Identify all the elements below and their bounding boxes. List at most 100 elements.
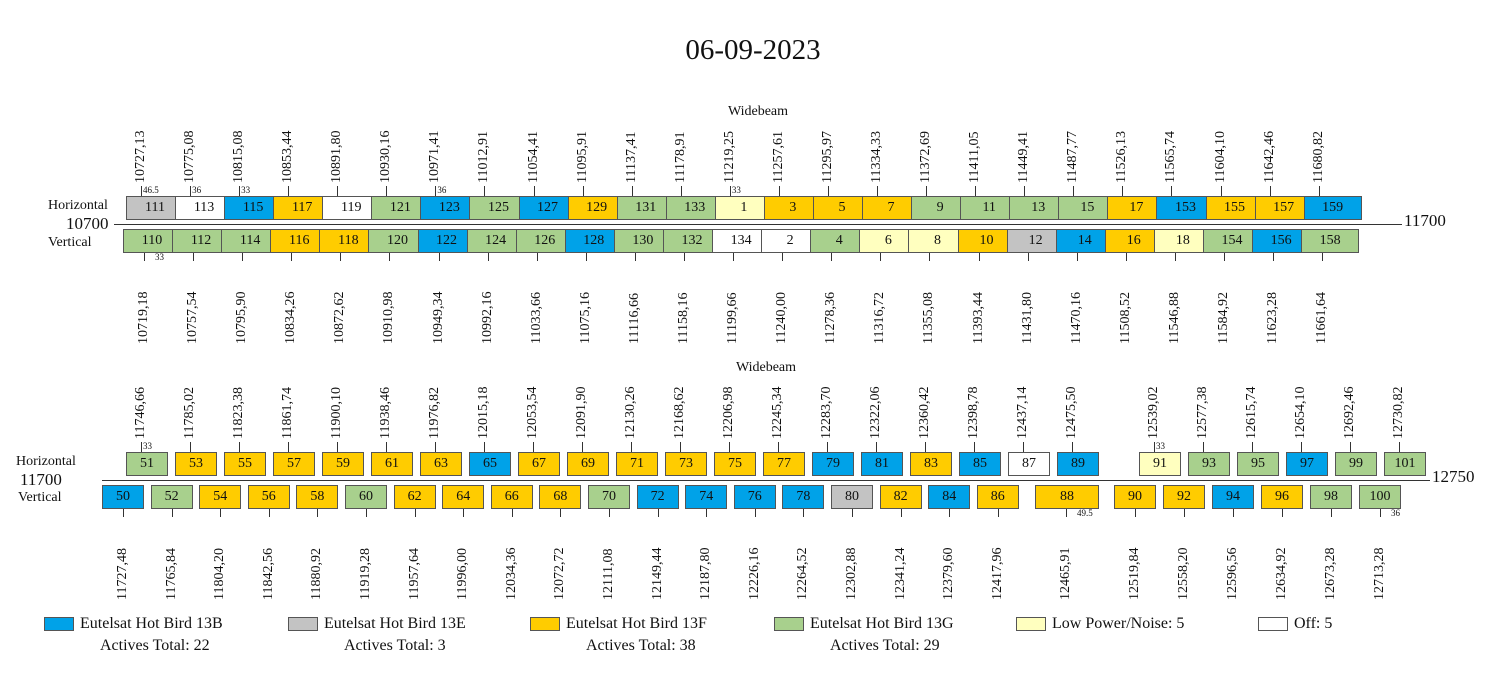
transponder-h-91[interactable]: 91 [1139, 452, 1181, 476]
transponder-h-15[interactable]: 15 [1058, 196, 1117, 220]
transponder-v-84[interactable]: 84 [928, 485, 971, 509]
transponder-v-66[interactable]: 66 [490, 485, 533, 509]
transponder-v-62[interactable]: 62 [393, 485, 436, 509]
transponder-v-114[interactable]: 114 [221, 229, 280, 253]
transponder-h-61[interactable]: 61 [371, 452, 413, 476]
transponder-h-155[interactable]: 155 [1205, 196, 1264, 220]
transponder-h-9[interactable]: 9 [911, 196, 970, 220]
transponder-v-58[interactable]: 58 [296, 485, 339, 509]
symbol-rate: 33 [241, 185, 251, 195]
transponder-v-118[interactable]: 118 [319, 229, 378, 253]
transponder-v-50[interactable]: 50 [102, 485, 144, 509]
transponder-v-68[interactable]: 68 [539, 485, 582, 509]
transponder-v-56[interactable]: 56 [247, 485, 290, 509]
transponder-h-99[interactable]: 99 [1335, 452, 1377, 476]
transponder-h-11[interactable]: 11 [960, 196, 1019, 220]
transponder-h-101[interactable]: 101 [1384, 452, 1426, 476]
transponder-v-18[interactable]: 18 [1153, 229, 1212, 253]
transponder-h-159[interactable]: 159 [1303, 196, 1362, 220]
transponder-h-59[interactable]: 59 [322, 452, 364, 476]
transponder-v-120[interactable]: 120 [368, 229, 427, 253]
transponder-h-125[interactable]: 125 [469, 196, 528, 220]
transponder-v-54[interactable]: 54 [199, 485, 242, 509]
transponder-h-7[interactable]: 7 [862, 196, 921, 220]
transponder-v-100[interactable]: 100 [1359, 485, 1401, 509]
transponder-h-97[interactable]: 97 [1286, 452, 1328, 476]
transponder-h-75[interactable]: 75 [714, 452, 756, 476]
transponder-v-122[interactable]: 122 [417, 229, 476, 253]
transponder-h-81[interactable]: 81 [861, 452, 903, 476]
transponder-v-6[interactable]: 6 [859, 229, 918, 253]
tick [435, 186, 437, 196]
transponder-h-117[interactable]: 117 [273, 196, 332, 220]
transponder-v-98[interactable]: 98 [1310, 485, 1352, 509]
transponder-v-88[interactable]: 88 [1035, 485, 1099, 509]
transponder-v-158[interactable]: 158 [1301, 229, 1360, 253]
transponder-v-126[interactable]: 126 [515, 229, 574, 253]
transponder-v-110[interactable]: 110 [123, 229, 181, 253]
transponder-v-64[interactable]: 64 [442, 485, 485, 509]
transponder-v-72[interactable]: 72 [636, 485, 679, 509]
transponder-h-127[interactable]: 127 [518, 196, 577, 220]
transponder-h-133[interactable]: 133 [665, 196, 724, 220]
transponder-h-131[interactable]: 131 [616, 196, 675, 220]
transponder-h-111[interactable]: 111 [126, 196, 184, 220]
transponder-h-1[interactable]: 1 [714, 196, 773, 220]
transponder-v-92[interactable]: 92 [1163, 485, 1205, 509]
transponder-h-83[interactable]: 83 [910, 452, 952, 476]
transponder-h-87[interactable]: 87 [1008, 452, 1050, 476]
transponder-h-77[interactable]: 77 [763, 452, 805, 476]
transponder-h-13[interactable]: 13 [1009, 196, 1068, 220]
transponder-h-95[interactable]: 95 [1237, 452, 1279, 476]
transponder-h-115[interactable]: 115 [224, 196, 283, 220]
transponder-v-86[interactable]: 86 [976, 485, 1019, 509]
transponder-h-157[interactable]: 157 [1254, 196, 1313, 220]
transponder-v-14[interactable]: 14 [1055, 229, 1114, 253]
transponder-h-121[interactable]: 121 [371, 196, 430, 220]
transponder-h-57[interactable]: 57 [273, 452, 315, 476]
transponder-h-3[interactable]: 3 [763, 196, 822, 220]
transponder-h-93[interactable]: 93 [1188, 452, 1230, 476]
transponder-h-55[interactable]: 55 [224, 452, 266, 476]
transponder-v-82[interactable]: 82 [879, 485, 922, 509]
transponder-h-79[interactable]: 79 [812, 452, 854, 476]
transponder-v-154[interactable]: 154 [1202, 229, 1261, 253]
transponder-v-96[interactable]: 96 [1261, 485, 1303, 509]
transponder-h-89[interactable]: 89 [1057, 452, 1099, 476]
freq-label: 12692,46 [1342, 359, 1357, 440]
transponder-v-134[interactable]: 134 [712, 229, 771, 253]
transponder-v-132[interactable]: 132 [662, 229, 721, 253]
transponder-v-16[interactable]: 16 [1104, 229, 1163, 253]
tick [1220, 186, 1222, 196]
transponder-h-73[interactable]: 73 [665, 452, 707, 476]
transponder-v-8[interactable]: 8 [908, 229, 967, 253]
transponder-h-119[interactable]: 119 [322, 196, 381, 220]
transponder-v-60[interactable]: 60 [345, 485, 387, 509]
transponder-h-65[interactable]: 65 [469, 452, 511, 476]
transponder-v-78[interactable]: 78 [782, 485, 825, 509]
transponder-h-123[interactable]: 123 [420, 196, 479, 220]
transponder-v-80[interactable]: 80 [831, 485, 873, 509]
transponder-h-129[interactable]: 129 [567, 196, 626, 220]
transponder-v-70[interactable]: 70 [588, 485, 630, 509]
transponder-v-90[interactable]: 90 [1114, 485, 1156, 509]
transponder-h-71[interactable]: 71 [616, 452, 658, 476]
transponder-h-67[interactable]: 67 [518, 452, 560, 476]
transponder-v-94[interactable]: 94 [1212, 485, 1254, 509]
transponder-v-74[interactable]: 74 [685, 485, 728, 509]
transponder-v-116[interactable]: 116 [270, 229, 329, 253]
transponder-h-153[interactable]: 153 [1156, 196, 1215, 220]
transponder-v-76[interactable]: 76 [733, 485, 776, 509]
transponder-v-156[interactable]: 156 [1252, 229, 1311, 253]
transponder-h-63[interactable]: 63 [420, 452, 462, 476]
transponder-h-51[interactable]: 51 [126, 452, 168, 476]
transponder-v-52[interactable]: 52 [150, 485, 193, 509]
transponder-v-112[interactable]: 112 [172, 229, 231, 253]
transponder-h-17[interactable]: 17 [1107, 196, 1166, 220]
transponder-h-69[interactable]: 69 [567, 452, 609, 476]
transponder-v-130[interactable]: 130 [613, 229, 672, 253]
transponder-h-85[interactable]: 85 [959, 452, 1001, 476]
tick [1072, 442, 1073, 452]
transponder-h-53[interactable]: 53 [175, 452, 217, 476]
transponder-v-10[interactable]: 10 [957, 229, 1016, 253]
